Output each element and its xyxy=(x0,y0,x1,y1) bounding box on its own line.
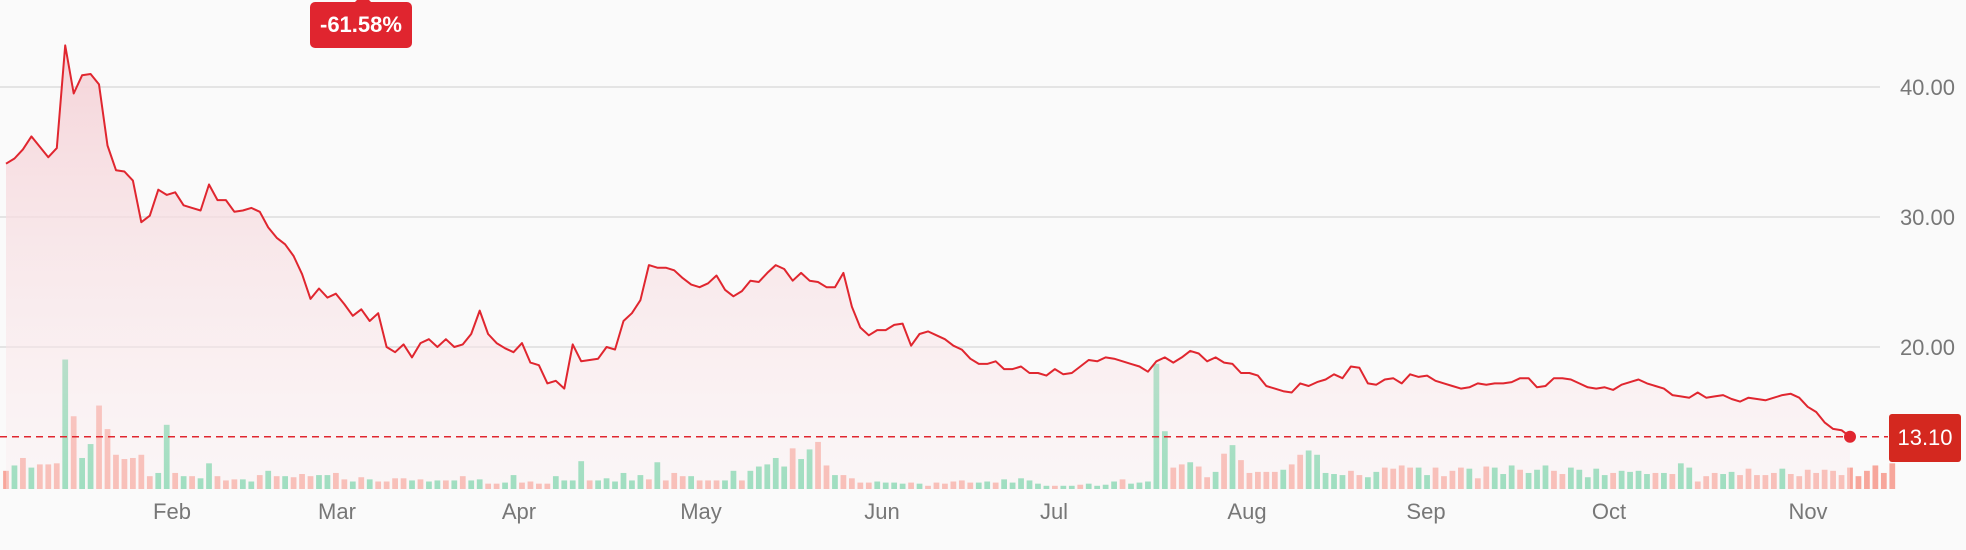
volume-bar xyxy=(1880,472,1887,489)
price-series-line xyxy=(5,44,1851,438)
x-tick-label: Oct xyxy=(1592,499,1626,524)
x-tick-label: Jul xyxy=(1040,499,1068,524)
last-price-reference xyxy=(0,430,1888,443)
x-tick-label: Jun xyxy=(864,499,899,524)
x-tick-label: Mar xyxy=(318,499,356,524)
x-tick-label: Nov xyxy=(1788,499,1827,524)
badge-pointer xyxy=(355,0,371,2)
price-area-fill xyxy=(6,45,1850,490)
y-tick-label: 40.00 xyxy=(1900,75,1955,100)
volume-bar xyxy=(1855,476,1862,489)
x-tick-label: Sep xyxy=(1406,499,1445,524)
volume-bar xyxy=(1864,470,1870,489)
x-tick-label: Aug xyxy=(1227,499,1266,524)
x-tick-label: Apr xyxy=(502,499,536,524)
y-tick-label: 20.00 xyxy=(1900,335,1955,360)
volume-bar xyxy=(1872,465,1879,489)
x-axis-ticks: Feb Mar Apr May Jun Jul Aug Sep Oct Nov xyxy=(153,499,1828,524)
y-axis-ticks: 40.00 30.00 20.00 xyxy=(1900,75,1955,360)
price-area xyxy=(6,45,1850,490)
last-price-dot xyxy=(1844,430,1856,443)
volume-bar xyxy=(1889,463,1896,489)
x-tick-label: May xyxy=(680,499,722,524)
price-line xyxy=(5,44,1851,438)
change-percent-badge: -61.58% xyxy=(310,2,412,48)
x-tick-label: Feb xyxy=(153,499,191,524)
y-tick-label: 30.00 xyxy=(1900,205,1955,230)
last-price-label: 13.10 xyxy=(1889,414,1961,462)
